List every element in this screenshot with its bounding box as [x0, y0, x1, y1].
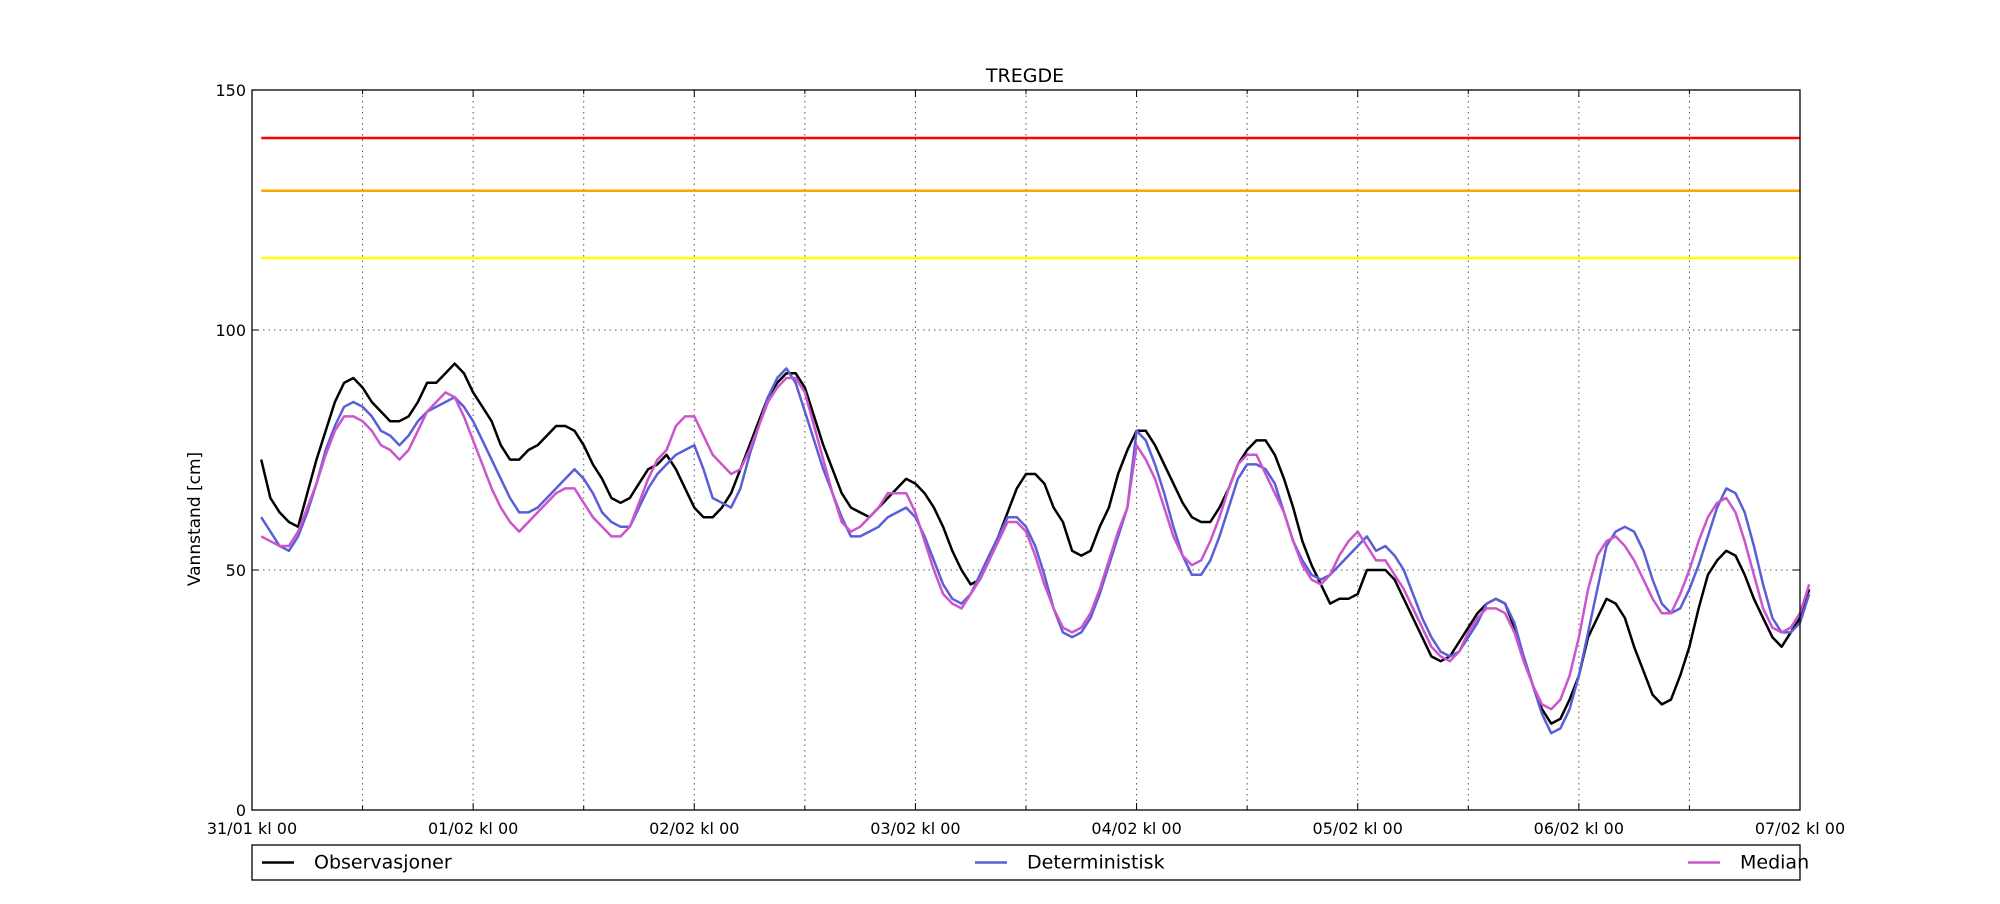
- x-tick-label: 02/02 kl 00: [649, 819, 739, 838]
- x-tick-label: 01/02 kl 00: [428, 819, 518, 838]
- legend-label: Observasjoner: [314, 852, 452, 874]
- series-line-median: [260, 376, 1811, 711]
- threshold-lines: [261, 136, 1800, 260]
- series-line-observasjoner: [259, 362, 1811, 725]
- y-tick-label: 100: [215, 321, 246, 340]
- y-tick-label: 50: [226, 561, 246, 580]
- x-tick-label: 07/02 kl 00: [1755, 819, 1845, 838]
- x-tick-label: 06/02 kl 00: [1534, 819, 1624, 838]
- legend-label: Median: [1740, 852, 1809, 874]
- x-tick-label: 04/02 kl 00: [1091, 819, 1181, 838]
- y-tick-label: 150: [215, 81, 246, 100]
- series-lines: [259, 362, 1811, 735]
- x-tick-label: 03/02 kl 00: [870, 819, 960, 838]
- legend-label: Deterministisk: [1027, 852, 1165, 874]
- y-tick-label: 0: [236, 801, 246, 820]
- chart-title: TREGDE: [985, 65, 1064, 87]
- axis-ticks: 0 50 100 150 31/01 kl 00 01/02 kl 00 02/02 kl …: [207, 81, 1845, 838]
- legend: Observasjoner Deterministisk Median: [251, 844, 1809, 881]
- x-tick-label: 05/02 kl 00: [1313, 819, 1403, 838]
- series-line-deterministisk: [260, 367, 1811, 735]
- y-axis-label: Vannstand [cm]: [185, 452, 205, 586]
- x-tick-label: 31/01 kl 00: [207, 819, 297, 838]
- grid-lines: [252, 90, 1800, 810]
- legend-box: [251, 844, 1801, 881]
